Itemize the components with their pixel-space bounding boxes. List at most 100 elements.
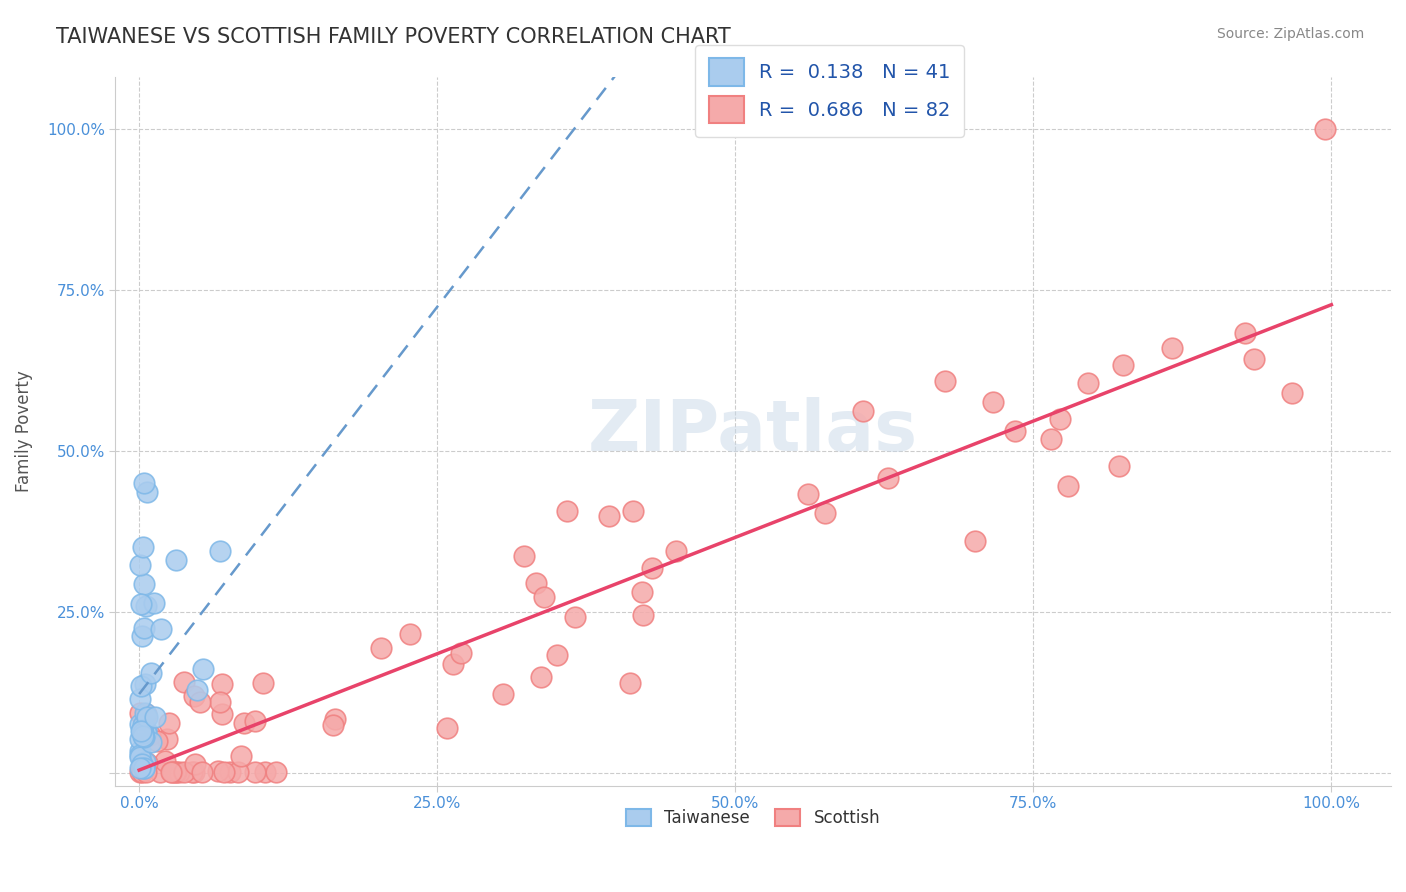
Point xyxy=(131,726,153,740)
Point xyxy=(621,503,644,517)
Point xyxy=(160,765,183,780)
Point xyxy=(134,755,156,769)
Text: ZIPatlas: ZIPatlas xyxy=(588,397,918,467)
Point xyxy=(254,765,277,780)
Point xyxy=(1056,479,1078,493)
Point xyxy=(134,621,156,635)
Point xyxy=(211,706,233,721)
Point xyxy=(183,765,205,780)
Point xyxy=(322,718,344,732)
Point xyxy=(981,395,1004,409)
Point xyxy=(399,626,422,640)
Point xyxy=(184,756,207,771)
Point xyxy=(211,677,233,691)
Point xyxy=(524,576,547,591)
Point xyxy=(135,765,157,780)
Point xyxy=(233,715,256,730)
Point xyxy=(156,731,179,746)
Point xyxy=(145,734,167,748)
Y-axis label: Family Poverty: Family Poverty xyxy=(15,371,32,492)
Point xyxy=(153,755,176,769)
Legend: Taiwanese, Scottish: Taiwanese, Scottish xyxy=(620,803,887,834)
Point xyxy=(209,695,232,709)
Point xyxy=(797,486,820,500)
Point xyxy=(641,561,664,575)
Point xyxy=(129,748,152,763)
Point xyxy=(619,676,641,690)
Point xyxy=(630,585,652,599)
Point xyxy=(139,735,162,749)
Point xyxy=(173,765,195,780)
Point xyxy=(131,757,153,772)
Point xyxy=(1243,351,1265,366)
Point xyxy=(631,608,654,623)
Point xyxy=(193,662,215,676)
Point xyxy=(814,506,837,520)
Point xyxy=(1233,326,1256,340)
Point xyxy=(243,714,266,729)
Point xyxy=(149,765,172,780)
Point xyxy=(134,706,156,720)
Point xyxy=(209,544,232,558)
Point xyxy=(173,674,195,689)
Point xyxy=(181,765,204,780)
Point xyxy=(1039,432,1062,446)
Point xyxy=(513,549,536,563)
Point xyxy=(1111,358,1133,372)
Point xyxy=(530,670,553,684)
Point xyxy=(876,471,898,485)
Point xyxy=(131,630,153,644)
Point xyxy=(207,764,229,778)
Point xyxy=(131,718,153,732)
Point xyxy=(162,765,184,780)
Point xyxy=(134,761,156,775)
Point xyxy=(1077,376,1099,390)
Point xyxy=(135,756,157,770)
Point xyxy=(441,657,464,672)
Point xyxy=(129,724,152,739)
Point xyxy=(135,599,157,613)
Point xyxy=(131,765,153,780)
Point xyxy=(229,748,252,763)
Point xyxy=(546,648,568,662)
Point xyxy=(665,543,688,558)
Point xyxy=(131,723,153,737)
Point xyxy=(450,646,472,660)
Point xyxy=(555,504,578,518)
Point xyxy=(129,749,152,764)
Point xyxy=(132,476,155,491)
Point xyxy=(132,540,155,554)
Point xyxy=(129,731,152,746)
Point xyxy=(134,676,156,690)
Point xyxy=(169,765,191,780)
Point xyxy=(264,765,287,780)
Point xyxy=(191,765,214,780)
Point xyxy=(163,765,186,780)
Point xyxy=(188,695,211,709)
Point xyxy=(492,687,515,701)
Point xyxy=(134,713,156,727)
Point xyxy=(934,374,956,388)
Point xyxy=(226,765,249,780)
Point xyxy=(129,691,152,706)
Point xyxy=(183,689,205,703)
Point xyxy=(149,622,172,636)
Point xyxy=(136,485,159,500)
Point xyxy=(131,679,153,693)
Point xyxy=(533,591,555,605)
Point xyxy=(963,534,986,549)
Point xyxy=(598,509,620,524)
Point xyxy=(132,761,155,775)
Point xyxy=(564,609,586,624)
Text: TAIWANESE VS SCOTTISH FAMILY POVERTY CORRELATION CHART: TAIWANESE VS SCOTTISH FAMILY POVERTY COR… xyxy=(56,27,731,46)
Text: Source: ZipAtlas.com: Source: ZipAtlas.com xyxy=(1216,27,1364,41)
Point xyxy=(135,707,157,722)
Point xyxy=(135,723,157,737)
Point xyxy=(132,577,155,591)
Point xyxy=(129,597,152,611)
Point xyxy=(1315,122,1337,136)
Point xyxy=(1049,412,1071,426)
Point xyxy=(143,710,166,724)
Point xyxy=(1281,386,1303,401)
Point xyxy=(1161,341,1184,355)
